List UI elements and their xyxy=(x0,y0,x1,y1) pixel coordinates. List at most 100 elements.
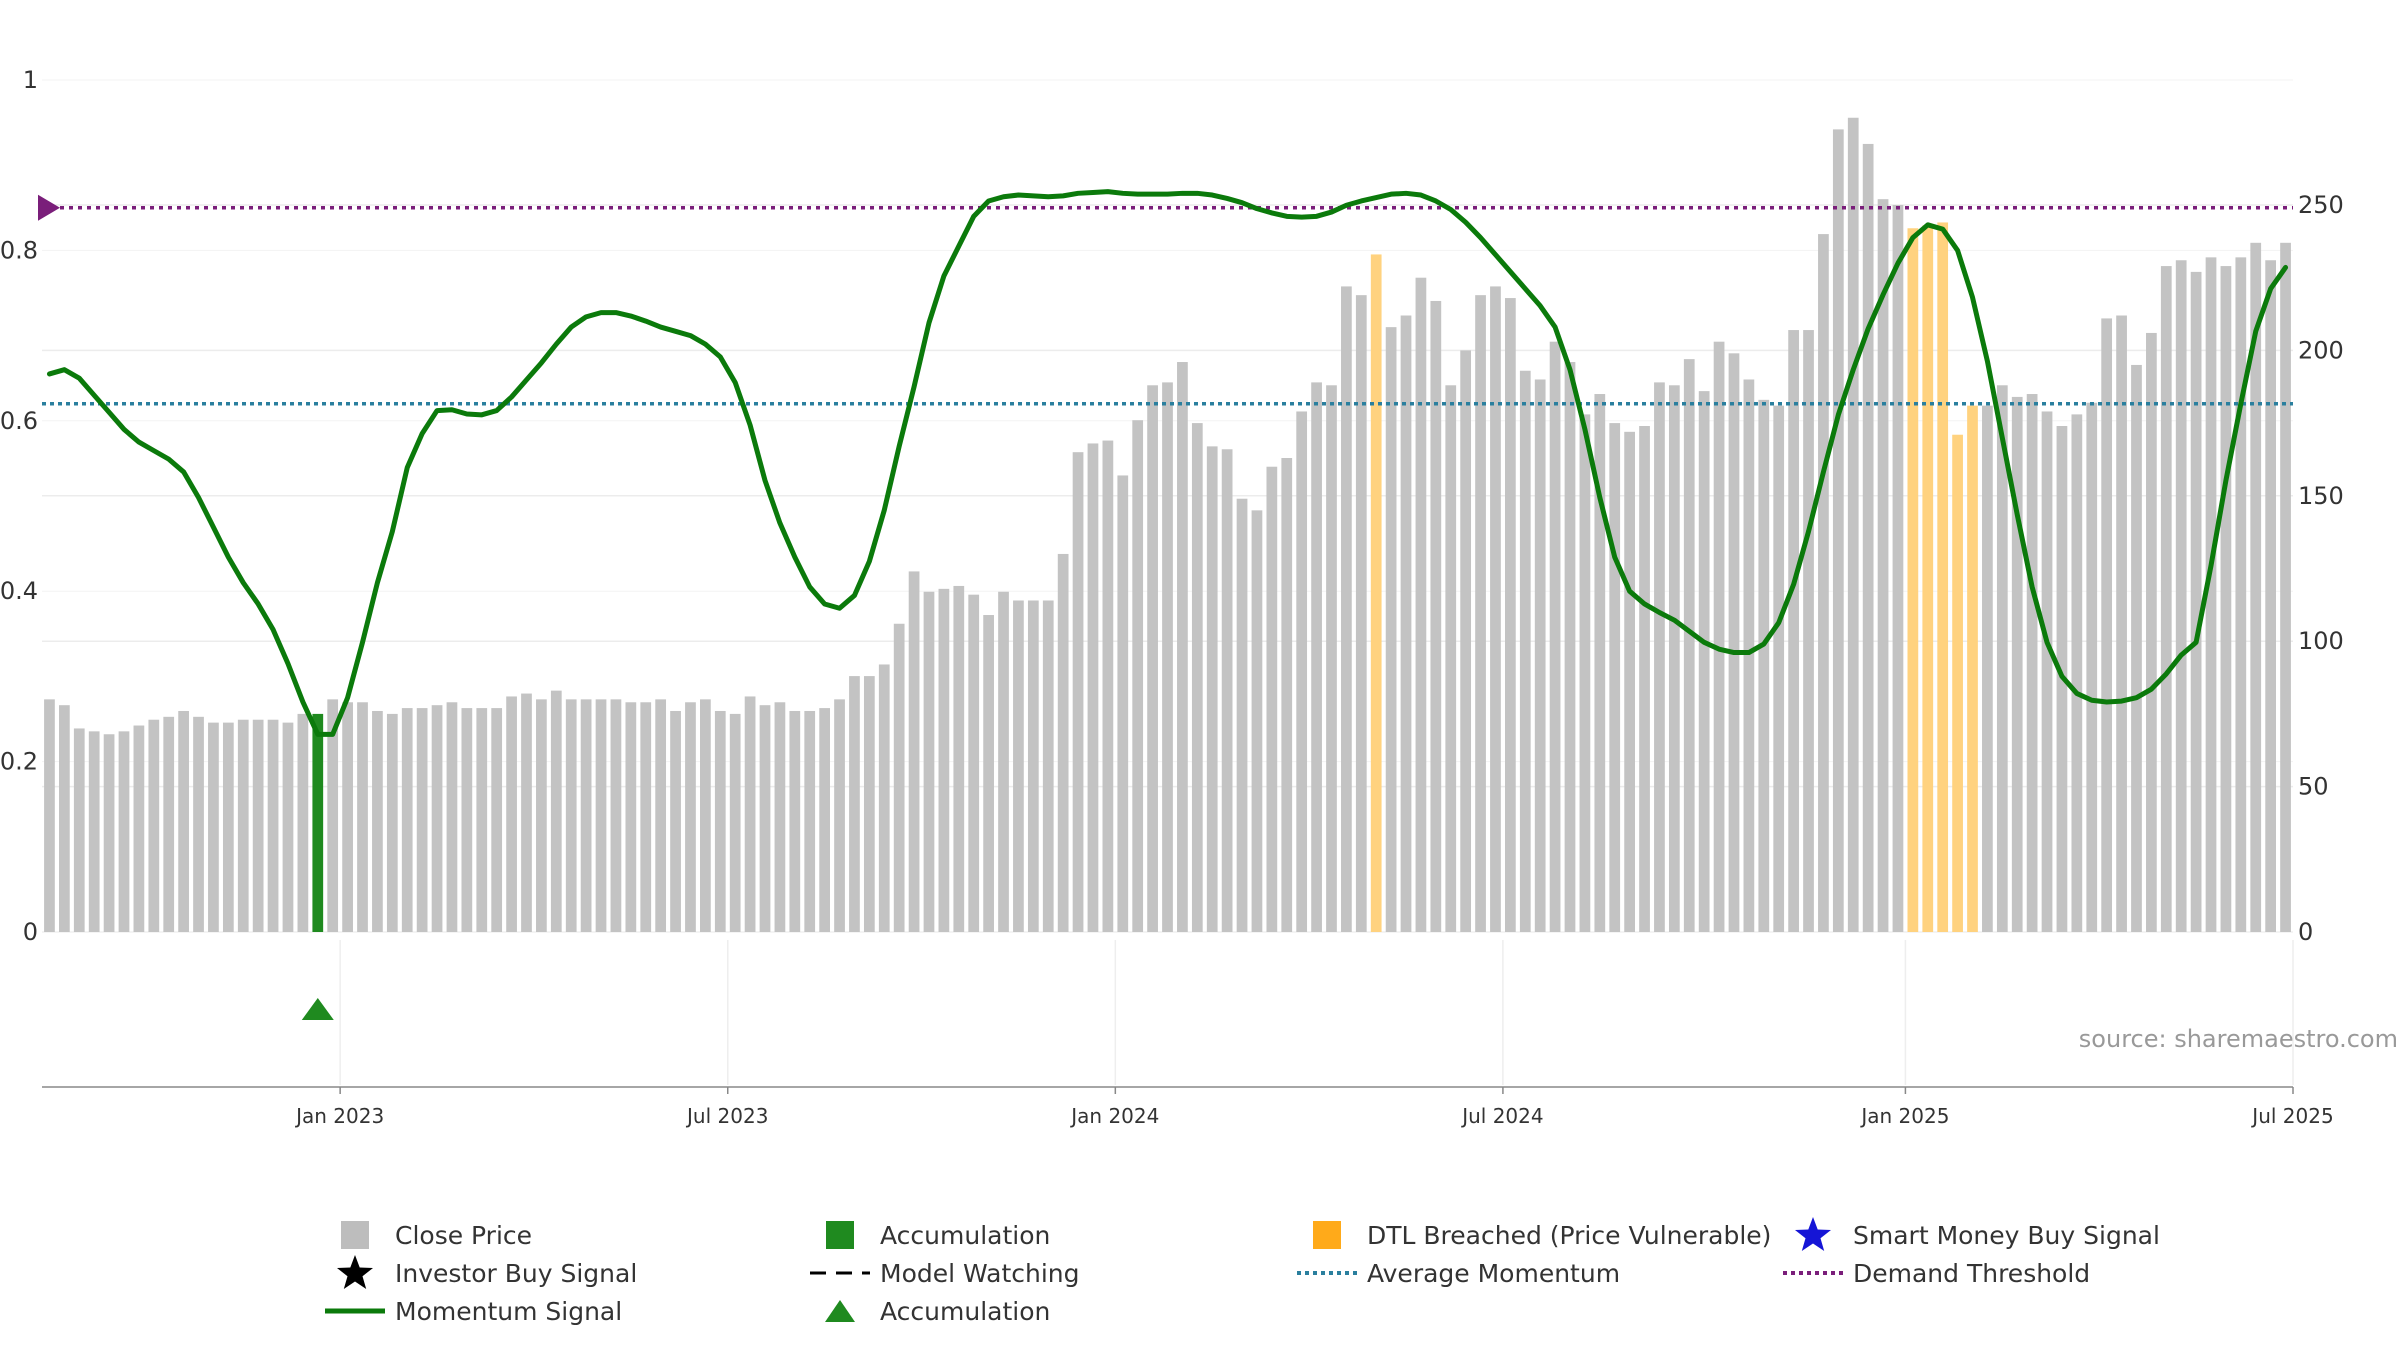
price-bar xyxy=(401,708,413,932)
price-bar xyxy=(476,708,488,932)
price-bar xyxy=(88,731,100,932)
price-bar xyxy=(1579,414,1591,933)
dtl-bar xyxy=(1952,434,1963,932)
price-bar xyxy=(1519,370,1531,933)
price-bar xyxy=(1668,385,1680,932)
price-bar xyxy=(1490,286,1501,932)
price-bar xyxy=(357,702,368,932)
price-bar xyxy=(58,705,70,932)
price-bar xyxy=(863,676,875,932)
price-bar xyxy=(416,708,428,932)
price-bar xyxy=(2086,402,2098,932)
price-bar xyxy=(163,716,175,932)
price-bar xyxy=(282,722,294,932)
price-bar xyxy=(789,710,801,932)
right-axis-tick: 150 xyxy=(2298,482,2344,510)
right-axis-tick: 200 xyxy=(2298,336,2344,364)
price-bar xyxy=(1818,234,1829,932)
signal-markers xyxy=(301,998,334,1020)
price-bar xyxy=(759,705,771,932)
price-bar xyxy=(1072,452,1084,932)
price-bar xyxy=(1206,446,1218,932)
price-bar xyxy=(2235,257,2247,932)
price-bar xyxy=(1162,382,1173,932)
price-bar xyxy=(2280,242,2291,932)
price-bar xyxy=(804,710,816,932)
price-bar xyxy=(1460,350,1472,932)
price-bar xyxy=(908,571,920,932)
right-axis-tick: 0 xyxy=(2298,918,2313,946)
x-axis-tick: Jan 2025 xyxy=(1859,1104,1949,1128)
price-bar xyxy=(44,699,55,932)
price-bar xyxy=(327,699,339,932)
price-bar xyxy=(2131,364,2142,932)
price-bar xyxy=(2146,332,2157,932)
dtl-bar xyxy=(1967,405,1978,933)
price-bar xyxy=(1326,385,1337,932)
price-bar xyxy=(744,696,756,932)
price-bar xyxy=(625,702,637,932)
price-bar xyxy=(1475,295,1486,932)
price-bar xyxy=(2220,266,2232,932)
price-bar xyxy=(565,699,577,932)
price-bar xyxy=(2101,318,2113,932)
price-bar xyxy=(2116,315,2127,932)
price-bar xyxy=(700,699,711,932)
price-bar xyxy=(73,728,85,932)
price-bar xyxy=(1788,330,1799,932)
left-axis-tick: 0 xyxy=(23,918,38,946)
axes: 0 0.2 0.4 0.6 0.8 1 0 50 100 150 200 250 Jan 2023 Jul… xyxy=(0,66,2344,1128)
price-bar xyxy=(1713,341,1725,932)
price-bar xyxy=(1832,129,1844,933)
price-bar xyxy=(1191,423,1203,932)
left-axis-tick: 0.8 xyxy=(0,236,38,264)
price-bar xyxy=(431,705,443,932)
price-bar xyxy=(2160,266,2172,932)
price-bar xyxy=(2011,396,2023,933)
price-bar xyxy=(1102,440,1114,932)
price-bar xyxy=(1117,475,1129,932)
demand-threshold-marker xyxy=(38,194,60,221)
price-bar xyxy=(1355,295,1367,932)
price-bar xyxy=(2190,271,2202,932)
right-axis-tick: 250 xyxy=(2298,191,2344,219)
price-bar xyxy=(521,693,532,932)
x-axis-tick: Jan 2023 xyxy=(294,1104,384,1128)
right-axis-tick: 50 xyxy=(2298,773,2329,801)
price-bar xyxy=(446,702,458,932)
price-bar xyxy=(1057,553,1069,932)
price-bar xyxy=(923,591,935,932)
price-bar xyxy=(237,719,249,932)
price-bar xyxy=(1027,600,1039,932)
price-bar xyxy=(2175,260,2187,932)
price-bar xyxy=(372,710,383,932)
price-bar xyxy=(103,734,115,932)
price-bar xyxy=(670,710,681,932)
price-bar xyxy=(1743,379,1755,933)
price-bar xyxy=(1177,362,1188,933)
price-bar xyxy=(118,731,130,932)
price-bar xyxy=(2041,411,2053,932)
price-bar xyxy=(1758,399,1770,932)
dtl-bar xyxy=(1370,254,1382,932)
price-bar xyxy=(938,588,950,932)
momentum-line xyxy=(46,189,2289,737)
price-bar xyxy=(714,710,726,932)
price-bar xyxy=(1654,382,1665,932)
price-bar xyxy=(580,699,592,932)
source-note: source: sharemaestro.com xyxy=(2078,1025,2398,1053)
price-bar xyxy=(1877,199,1889,932)
price-bar xyxy=(968,594,980,932)
price-bar xyxy=(1892,205,1904,932)
price-bar xyxy=(550,690,562,932)
price-bar xyxy=(297,713,309,932)
price-bar xyxy=(178,710,189,932)
price-bar xyxy=(998,591,1009,932)
price-bar xyxy=(1982,405,1993,933)
dtl-bar xyxy=(1937,222,1949,932)
price-bar xyxy=(222,722,234,932)
price-bar xyxy=(1534,379,1546,933)
price-bar xyxy=(1281,457,1293,932)
price-bar xyxy=(655,699,667,932)
